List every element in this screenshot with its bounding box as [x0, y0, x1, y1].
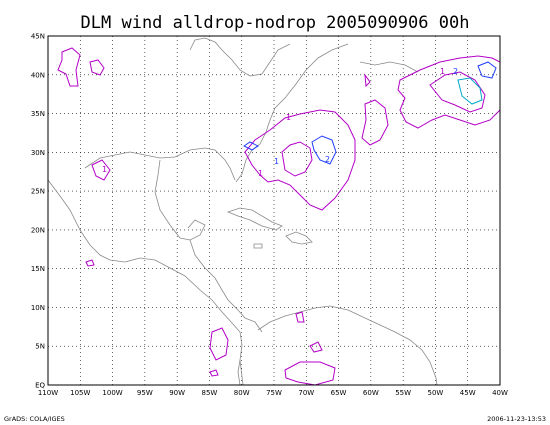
footer-left: GrADS: COLA/IGES [4, 415, 65, 423]
contour-label: 1 [102, 165, 107, 174]
longitude-label: 105W [70, 389, 90, 397]
map-frame [47, 35, 501, 386]
longitude-label: 70W [298, 389, 314, 397]
latitude-label: 25N [31, 188, 45, 196]
longitude-label: 60W [363, 389, 379, 397]
longitude-label: 40W [492, 389, 508, 397]
latitude-label: 30N [31, 149, 45, 157]
longitude-label: 90W [169, 389, 185, 397]
longitude-label: 65W [331, 389, 347, 397]
longitude-label: 110W [38, 389, 58, 397]
footer-right: 2006-11-23-13:53 [487, 415, 546, 423]
longitude-label: 85W [202, 389, 218, 397]
latitude-label: 10N [31, 304, 45, 312]
longitude-label: 100W [102, 389, 122, 397]
latitude-labels: EQ 5N 10N 15N 20N 25N 30N 35N 40N 45N [31, 33, 46, 390]
contour-label: 1 [286, 113, 291, 122]
latitude-label: 20N [31, 226, 45, 234]
latitude-label: 35N [31, 110, 45, 118]
longitude-label: 95W [137, 389, 153, 397]
latitude-label: 45N [31, 33, 45, 41]
longitude-label: 50W [428, 389, 444, 397]
longitude-label: 80W [234, 389, 250, 397]
graticule [48, 36, 500, 385]
latitude-label: 5N [35, 343, 45, 351]
contour-label: 2 [453, 67, 458, 76]
contours [57, 47, 501, 386]
map-title: DLM wind alldrop-nodrop 2005090906 00h [81, 13, 470, 33]
contour-labels: 1 1 2 1 1 2 1 [102, 67, 458, 178]
longitude-label: 55W [395, 389, 411, 397]
contour-label: 2 [325, 155, 330, 164]
latitude-label: 40N [31, 71, 45, 79]
longitude-label: 75W [266, 389, 282, 397]
longitude-label: 45W [460, 389, 476, 397]
contour-label: 1 [440, 67, 445, 76]
coastlines [47, 37, 438, 386]
contour-label: 1 [258, 169, 263, 178]
longitude-labels: 110W 105W 100W 95W 90W 85W 80W 75W 70W 65W 60W 55W 5… [38, 389, 508, 397]
latitude-label: 15N [31, 265, 45, 273]
contour-label: 1 [274, 157, 279, 166]
latitude-label: EQ [35, 382, 45, 390]
